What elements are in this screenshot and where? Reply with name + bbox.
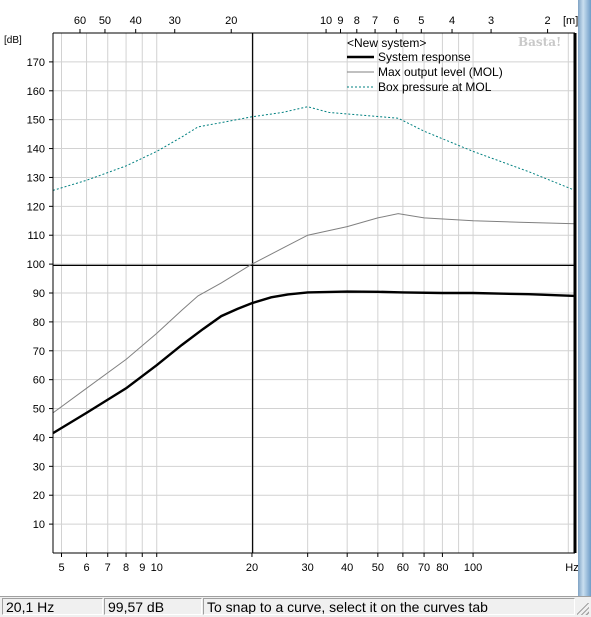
y-tick-label: 170 [27, 57, 45, 69]
y-unit-label: [dB] [4, 35, 22, 46]
window-border [578, 0, 591, 596]
x-tick-label: 80 [436, 562, 448, 574]
y-tick-label: 50 [33, 404, 45, 416]
top-tick-label: 50 [99, 15, 111, 27]
y-tick-label: 40 [33, 432, 45, 444]
x-tick-label: 10 [151, 562, 163, 574]
x-tick-label: 50 [372, 562, 384, 574]
legend-label-2[interactable]: Box pressure at MOL [378, 80, 492, 94]
top-tick-label: 3 [488, 15, 494, 27]
top-tick-label: 10 [320, 15, 332, 27]
series-line-0[interactable] [52, 290, 576, 435]
series-layer[interactable] [52, 106, 576, 435]
top-tick-label: 20 [225, 15, 237, 27]
y-tick-label: 120 [27, 201, 45, 213]
top-tick-label: 9 [337, 15, 343, 27]
y-tick-label: 160 [27, 86, 45, 98]
top-tick-label: 7 [372, 15, 378, 27]
series-line-2[interactable] [52, 106, 576, 191]
x-tick-label: 5 [58, 562, 64, 574]
size-grip[interactable] [577, 603, 589, 615]
watermark-logo: Basta! [518, 35, 561, 49]
y-tick-label: 60 [33, 375, 45, 387]
x-tick-label: 40 [341, 562, 353, 574]
y-tick-label: 130 [27, 172, 45, 184]
top-tick-label: 60 [74, 15, 86, 27]
status-bar: 20,1 Hz 99,57 dB To snap to a curve, sel… [0, 596, 591, 617]
x-tick-label: 60 [397, 562, 409, 574]
legend-label-1[interactable]: Max output level (MOL) [378, 65, 503, 79]
y-tick-label: 150 [27, 115, 45, 127]
y-tick-label: 110 [27, 230, 45, 242]
top-tick-label: 30 [169, 15, 181, 27]
y-tick-label: 100 [27, 259, 45, 271]
y-tick-label: 70 [33, 346, 45, 358]
y-tick-label: 140 [27, 144, 45, 156]
x-tick-label: 20 [246, 562, 258, 574]
crosshair [53, 33, 575, 553]
top-tick-label: 8 [354, 15, 360, 27]
y-tick-label: 80 [33, 317, 45, 329]
top-tick-label: 4 [449, 15, 455, 27]
x-tick-label: 6 [83, 562, 89, 574]
top-tick-label: 5 [418, 15, 424, 27]
top-unit-label: [m] [563, 15, 578, 27]
x-tick-label: 70 [418, 562, 430, 574]
y-tick-label: 10 [33, 519, 45, 531]
status-level: 99,57 dB [104, 598, 202, 615]
series-line-1[interactable] [52, 213, 576, 414]
status-frequency: 20,1 Hz [2, 598, 103, 615]
legend-label-0[interactable]: System response [378, 50, 471, 64]
y-tick-label: 20 [33, 490, 45, 502]
top-tick-label: 2 [545, 15, 551, 27]
top-tick-label: 6 [393, 15, 399, 27]
x-tick-label: 100 [464, 562, 482, 574]
legend-title: <New system> [347, 36, 426, 50]
y-tick-label: 30 [33, 461, 45, 473]
x-tick-label: 8 [123, 562, 129, 574]
top-tick-label: 40 [130, 15, 142, 27]
x-unit-label: Hz [565, 562, 578, 574]
x-tick-label: 9 [139, 562, 145, 574]
status-hint: To snap to a curve, select it on the cur… [203, 598, 575, 615]
y-tick-label: 90 [33, 288, 45, 300]
x-tick-label: 7 [105, 562, 111, 574]
x-tick-label: 30 [302, 562, 314, 574]
axes: 10 20 30 40 50 60 70 80 90 100 110 120 130 140 150 160 1… [4, 15, 579, 574]
